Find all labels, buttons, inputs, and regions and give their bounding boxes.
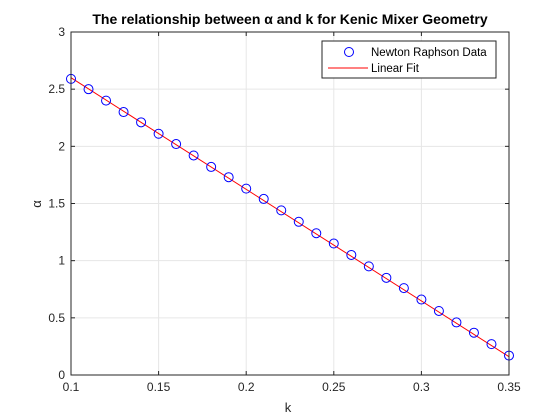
linear-fit-line bbox=[70, 77, 510, 358]
y-tick-label: 1 bbox=[58, 254, 65, 268]
x-tick-label: 0.25 bbox=[322, 380, 346, 394]
data-point bbox=[171, 139, 182, 150]
data-point bbox=[381, 272, 392, 283]
tick-labels: 0.1 0.15 0.2 0.25 0.3 0.35 0 0.5 1 1.5 2 2.5 3 bbox=[48, 25, 521, 394]
data-point bbox=[188, 150, 199, 161]
data-point bbox=[241, 183, 252, 194]
data-point bbox=[293, 216, 304, 227]
marker-layer bbox=[66, 73, 514, 361]
y-tick-label: 0.5 bbox=[48, 311, 65, 325]
legend-marker-newton bbox=[344, 47, 354, 57]
legend-box bbox=[321, 40, 497, 79]
ticks bbox=[70, 31, 510, 376]
data-point bbox=[398, 283, 409, 294]
y-tick-label: 0 bbox=[58, 368, 65, 382]
data-point bbox=[346, 249, 357, 260]
data-point bbox=[416, 294, 427, 305]
data-point bbox=[118, 107, 129, 118]
x-tick-label: 0.1 bbox=[63, 380, 80, 394]
chart-title: The relationship between α and k for Ken… bbox=[92, 11, 487, 27]
y-axis-label: α bbox=[29, 200, 44, 208]
legend: Newton Raphson Data Linear Fit bbox=[321, 40, 497, 79]
data-point bbox=[276, 205, 287, 216]
data-point bbox=[433, 305, 444, 316]
data-point bbox=[206, 161, 217, 172]
data-point bbox=[83, 84, 94, 95]
y-tick-label: 1.5 bbox=[48, 197, 65, 211]
data-point bbox=[136, 117, 147, 128]
x-tick-label: 0.15 bbox=[147, 380, 171, 394]
data-point bbox=[486, 339, 497, 350]
data-point bbox=[311, 228, 322, 239]
legend-label-newton: Newton Raphson Data bbox=[371, 47, 487, 59]
y-tick-label: 2.5 bbox=[48, 82, 65, 96]
x-axis-label: k bbox=[285, 400, 292, 415]
data-point bbox=[328, 238, 339, 249]
data-point bbox=[223, 172, 234, 183]
data-point bbox=[258, 193, 269, 204]
data-point bbox=[153, 128, 164, 139]
y-tick-label: 3 bbox=[58, 25, 65, 39]
data-point bbox=[101, 95, 112, 106]
data-point bbox=[468, 327, 479, 338]
data-point bbox=[451, 317, 462, 328]
x-tick-label: 0.2 bbox=[238, 380, 255, 394]
data-point bbox=[363, 261, 374, 272]
x-tick-label: 0.35 bbox=[497, 380, 521, 394]
x-tick-label: 0.3 bbox=[413, 380, 430, 394]
y-tick-label: 2 bbox=[58, 139, 65, 153]
fit-layer bbox=[70, 77, 510, 358]
legend-label-fit: Linear Fit bbox=[371, 63, 420, 75]
